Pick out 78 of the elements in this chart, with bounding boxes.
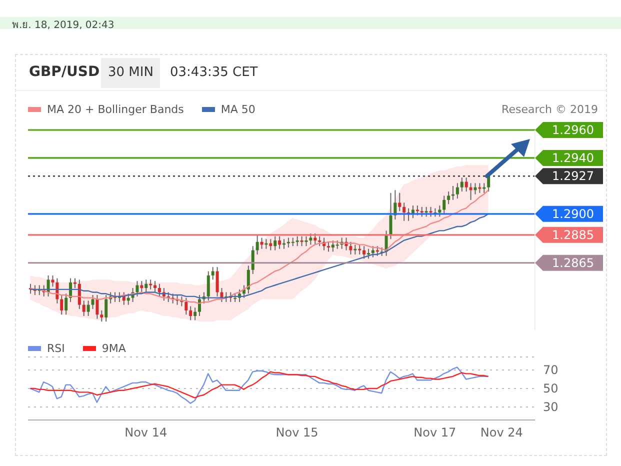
x-tick-label: Nov 15 [276, 426, 318, 440]
candlestick [82, 300, 86, 317]
y-tick-label: 1.2940 [552, 150, 594, 165]
x-tick-label: Nov 17 [414, 426, 456, 440]
legend-label: MA 50 [220, 103, 256, 116]
chart-title: GBP/USD [29, 64, 100, 80]
candlestick [389, 192, 392, 240]
legend-label: MA 20 + Bollinger Bands [47, 103, 184, 116]
candlestick [354, 244, 357, 255]
y-tick-label: 1.2900 [552, 206, 594, 221]
y-tick-label: 1.2960 [552, 123, 594, 137]
candlestick [367, 248, 370, 260]
candlestick [362, 246, 366, 260]
candlestick [251, 246, 254, 275]
candlestick [398, 192, 402, 212]
y-tick-label: 70 [543, 362, 558, 377]
candlestick [304, 236, 308, 247]
candlestick [394, 190, 397, 220]
candlestick [96, 294, 99, 320]
candlestick [136, 280, 139, 297]
candlestick [184, 297, 188, 316]
candlestick [456, 182, 459, 200]
candlestick [309, 232, 312, 246]
candlestick [420, 206, 424, 218]
candlestick [216, 266, 219, 297]
candlestick [318, 236, 322, 247]
candlestick [140, 280, 144, 293]
candlestick [429, 206, 432, 218]
candlestick [100, 310, 104, 322]
candlestick [464, 177, 468, 192]
candlestick [154, 280, 157, 293]
x-tick-label: Nov 14 [124, 426, 168, 440]
candlestick [274, 236, 277, 251]
candlestick [314, 232, 317, 246]
candlestick [256, 234, 259, 255]
candlestick [144, 279, 148, 293]
candlestick [73, 278, 76, 289]
candlestick [189, 306, 192, 321]
text: พ.ย. 18, 2019, 02:43 [12, 19, 114, 32]
candlestick [51, 274, 54, 288]
candlestick [86, 300, 90, 317]
candlestick [296, 236, 299, 247]
legend-label: RSI [47, 342, 65, 355]
y-tick-label: 50 [543, 382, 558, 396]
line-series [30, 371, 489, 398]
candlestick [460, 177, 464, 192]
candlestick [206, 270, 210, 302]
y-tick-label: 1.2927 [552, 169, 594, 184]
candlestick [326, 241, 330, 252]
y-tick-label: 1.2885 [552, 228, 594, 242]
candlestick [447, 191, 450, 205]
candlestick [442, 195, 446, 214]
text: 03:43:35 CET [170, 65, 258, 80]
candlestick [424, 206, 428, 218]
candlestick [211, 266, 214, 280]
candlestick [358, 244, 362, 255]
candlestick [220, 288, 224, 303]
chart-subtitle: 30 MIN [101, 58, 160, 88]
legend-label: 9MA [102, 342, 126, 355]
candlestick [64, 293, 68, 316]
candlestick [60, 294, 64, 316]
text: Research © 2019 [502, 103, 598, 116]
y-tick-label: 1.2865 [552, 256, 594, 270]
candlestick [278, 236, 282, 250]
candlestick [416, 205, 419, 216]
candlestick [104, 294, 108, 322]
line-series [30, 366, 489, 404]
candlestick [158, 283, 161, 297]
y-tick-label: 30 [543, 400, 558, 414]
candlestick [194, 307, 197, 321]
candlestick [349, 241, 352, 255]
candlestick [91, 294, 94, 310]
candlestick [402, 202, 406, 222]
candlestick [198, 294, 201, 317]
x-tick-label: Nov 24 [480, 426, 523, 440]
candlestick [438, 205, 442, 218]
candlestick [246, 265, 250, 294]
candlestick [300, 236, 304, 247]
